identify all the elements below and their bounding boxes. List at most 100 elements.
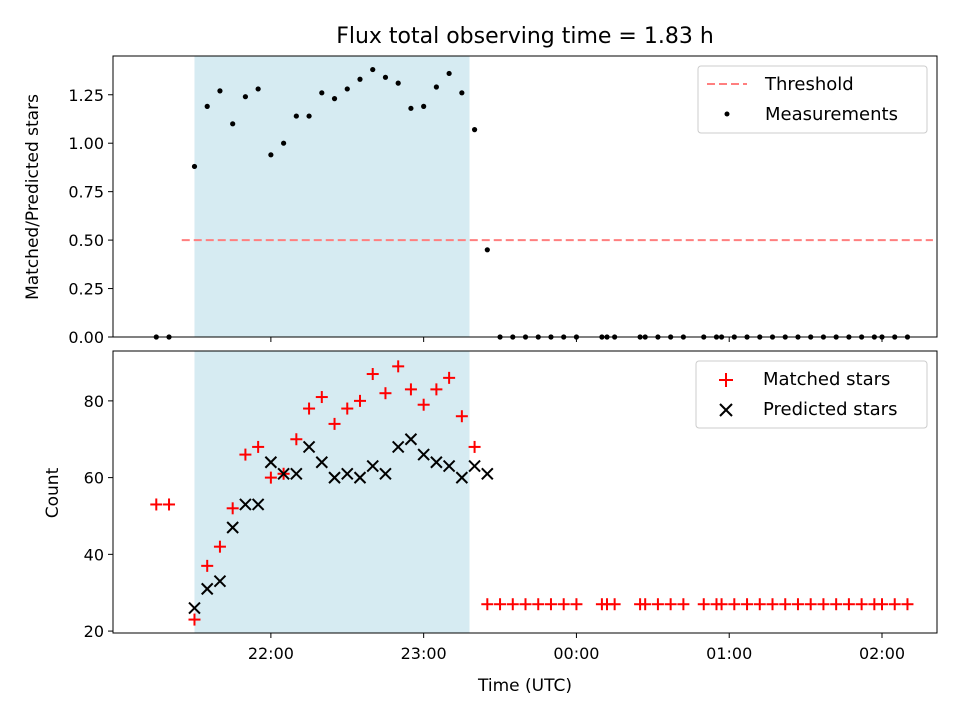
cross-b [201, 582, 214, 596]
matched-star-point [252, 440, 265, 453]
cross-b [391, 440, 405, 454]
matched-star-point [639, 598, 652, 611]
measurement-point [230, 121, 236, 127]
predicted-star-point [379, 467, 392, 480]
matched-star-point [817, 598, 830, 611]
measurement-point [357, 76, 363, 82]
matched-star-point [651, 598, 664, 611]
matched-star-point [455, 410, 468, 423]
measurement-point [319, 90, 325, 96]
matched-star-point [842, 598, 855, 611]
cross-b [226, 521, 239, 534]
matched-star-point [766, 598, 779, 611]
matched-star-point [379, 387, 392, 400]
cross-b [264, 456, 278, 469]
matched-star-point [443, 371, 456, 384]
cross-b [481, 467, 494, 480]
predicted-star-point [302, 440, 316, 454]
matched-star-point [226, 502, 239, 515]
predicted-star-point [455, 471, 469, 484]
measurement-point [433, 84, 439, 90]
measurement-point [255, 86, 261, 92]
measurement-point [395, 80, 401, 86]
cross-b [251, 498, 265, 511]
y-tick-label: 0.50 [68, 231, 104, 250]
matched-star-point [532, 598, 545, 611]
predicted-star-point [226, 521, 239, 534]
y-tick-label: 0.25 [68, 280, 104, 299]
predicted-star-point [315, 456, 329, 469]
top-plot-frame [112, 55, 938, 338]
matched-star-point [404, 383, 417, 396]
top-legend-box [697, 65, 928, 134]
x-tick-label: 23:00 [401, 644, 447, 663]
x-tick-label: 01:00 [706, 644, 752, 663]
matched-star-point [328, 417, 341, 430]
predicted-star-point [391, 440, 405, 454]
measurement-point [204, 103, 210, 109]
matched-star-point [341, 402, 354, 415]
top-y-axis-label: Matched/Predicted stars [23, 94, 43, 300]
measurement-point [471, 127, 478, 133]
matched-stars-series [150, 360, 914, 626]
predicted-star-point [417, 448, 430, 461]
predicted-star-point [442, 459, 456, 473]
measurement-point [344, 86, 350, 92]
matched-star-point [506, 598, 519, 611]
cross-b [290, 467, 303, 480]
cross-b [213, 574, 227, 588]
top-shaded-region [194, 56, 470, 337]
measurement-point [484, 247, 490, 253]
measurement-point [446, 70, 452, 77]
predicted-star-point [251, 498, 265, 511]
measurement-point [408, 105, 414, 111]
measurement-point [331, 96, 338, 102]
y-tick-label: 1.25 [68, 86, 104, 105]
measurement-point [191, 163, 198, 170]
cross-b [302, 440, 316, 454]
matched-star-point [163, 498, 176, 511]
measurement-point [217, 88, 223, 94]
bottom-plot-frame [112, 350, 938, 634]
y-tick-label: 80 [84, 392, 104, 411]
predicted-stars-legend-label: Predicted stars [763, 399, 897, 420]
matched-stars-legend-label: Matched stars [763, 369, 890, 390]
predicted-star-point [328, 471, 341, 484]
matched-star-point [353, 394, 366, 407]
predicted-star-point [201, 582, 214, 596]
matched-star-point [201, 559, 214, 572]
matched-star-point [417, 398, 430, 411]
predicted-stars-series [188, 433, 494, 615]
matched-star-point [715, 598, 728, 611]
measurement-point [293, 113, 299, 119]
x-axis-label: Time (UTC) [477, 676, 572, 696]
predicted-star-point [213, 574, 227, 588]
matched-star-point [779, 598, 792, 611]
predicted-star-point [404, 433, 418, 446]
measurement-point [459, 90, 465, 96]
matched-star-point [570, 598, 583, 611]
x-tick-label: 02:00 [859, 644, 905, 663]
matched-star-point [239, 448, 252, 461]
x-tick-label: 22:00 [248, 644, 294, 663]
cross-b [188, 601, 201, 615]
measurement-point [268, 152, 274, 158]
measurement-point [382, 74, 389, 80]
matched-star-point [290, 433, 303, 446]
measurements-legend-marker [724, 111, 730, 117]
cross-b [455, 471, 469, 484]
matched-star-point [830, 598, 843, 611]
matched-star-point [804, 598, 817, 611]
bottom-legend: Matched stars Predicted stars [695, 360, 928, 429]
measurement-point [370, 66, 376, 73]
matched-star-point [188, 613, 201, 626]
predicted-star-point [468, 459, 481, 473]
matched-star-point [855, 598, 868, 611]
matched-star-point [150, 498, 163, 511]
matched-star-point [519, 598, 532, 611]
top-panel: 0.00 0.25 0.50 0.75 1.00 1.25 Matched/Predict… [23, 55, 938, 347]
matched-stars-legend-marker [719, 373, 733, 387]
matched-star-point [741, 598, 754, 611]
cross-b [277, 467, 290, 480]
matched-star-point [392, 360, 405, 373]
